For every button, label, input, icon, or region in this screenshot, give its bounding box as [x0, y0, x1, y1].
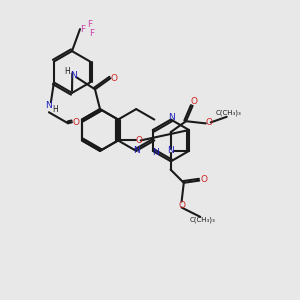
- Text: O: O: [201, 175, 208, 184]
- Text: H: H: [52, 105, 58, 114]
- Text: N: N: [70, 71, 77, 80]
- Text: C(CH₃)₃: C(CH₃)₃: [216, 110, 242, 116]
- Text: F: F: [80, 25, 85, 34]
- Text: N: N: [169, 113, 175, 122]
- Text: O: O: [135, 136, 142, 145]
- Text: N: N: [152, 148, 159, 158]
- Text: F: F: [89, 28, 94, 38]
- Text: N: N: [46, 101, 52, 110]
- Text: O: O: [73, 118, 80, 127]
- Text: O: O: [190, 97, 197, 106]
- Text: H: H: [64, 67, 70, 76]
- Text: N: N: [167, 146, 174, 155]
- Text: O: O: [178, 201, 185, 210]
- Text: N: N: [133, 146, 140, 155]
- Text: O: O: [111, 74, 118, 83]
- Text: C(CH₃)₃: C(CH₃)₃: [189, 217, 215, 223]
- Text: F: F: [87, 20, 93, 28]
- Text: O: O: [205, 118, 212, 127]
